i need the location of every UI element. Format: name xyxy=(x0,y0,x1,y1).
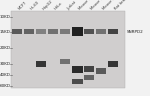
Text: 60KD: 60KD xyxy=(0,84,11,88)
Text: Mouse heart: Mouse heart xyxy=(90,0,110,11)
Bar xyxy=(84,66,94,72)
Bar xyxy=(72,27,83,36)
Bar xyxy=(48,29,58,34)
Text: HL-60: HL-60 xyxy=(30,0,41,11)
Text: MCF7: MCF7 xyxy=(18,0,28,11)
Bar xyxy=(60,59,70,64)
Text: 20KD: 20KD xyxy=(0,46,11,50)
Bar xyxy=(11,11,125,88)
Text: SNRPD2: SNRPD2 xyxy=(127,30,144,34)
Text: 40KD: 40KD xyxy=(0,73,11,77)
Text: Mouse RAW: Mouse RAW xyxy=(78,0,97,11)
Bar xyxy=(72,79,83,84)
Text: 10KD: 10KD xyxy=(0,15,11,19)
Bar xyxy=(96,29,106,34)
Bar xyxy=(108,29,118,34)
Bar xyxy=(24,29,34,34)
Text: Rat brain: Rat brain xyxy=(114,0,129,11)
Bar xyxy=(72,65,83,73)
Text: HepG2: HepG2 xyxy=(42,0,54,11)
Bar xyxy=(12,29,22,34)
Bar xyxy=(36,61,46,67)
Text: Mouse skeletal muscle: Mouse skeletal muscle xyxy=(102,0,135,11)
Bar xyxy=(60,29,70,34)
Bar xyxy=(36,29,46,34)
Bar xyxy=(96,68,106,74)
Bar xyxy=(84,75,94,80)
Text: Jurkat: Jurkat xyxy=(66,0,77,11)
Bar xyxy=(84,29,94,34)
Text: 30KD: 30KD xyxy=(0,62,11,66)
Text: HeLa: HeLa xyxy=(54,1,64,11)
Text: 15KD: 15KD xyxy=(0,30,11,34)
Bar xyxy=(108,61,118,67)
